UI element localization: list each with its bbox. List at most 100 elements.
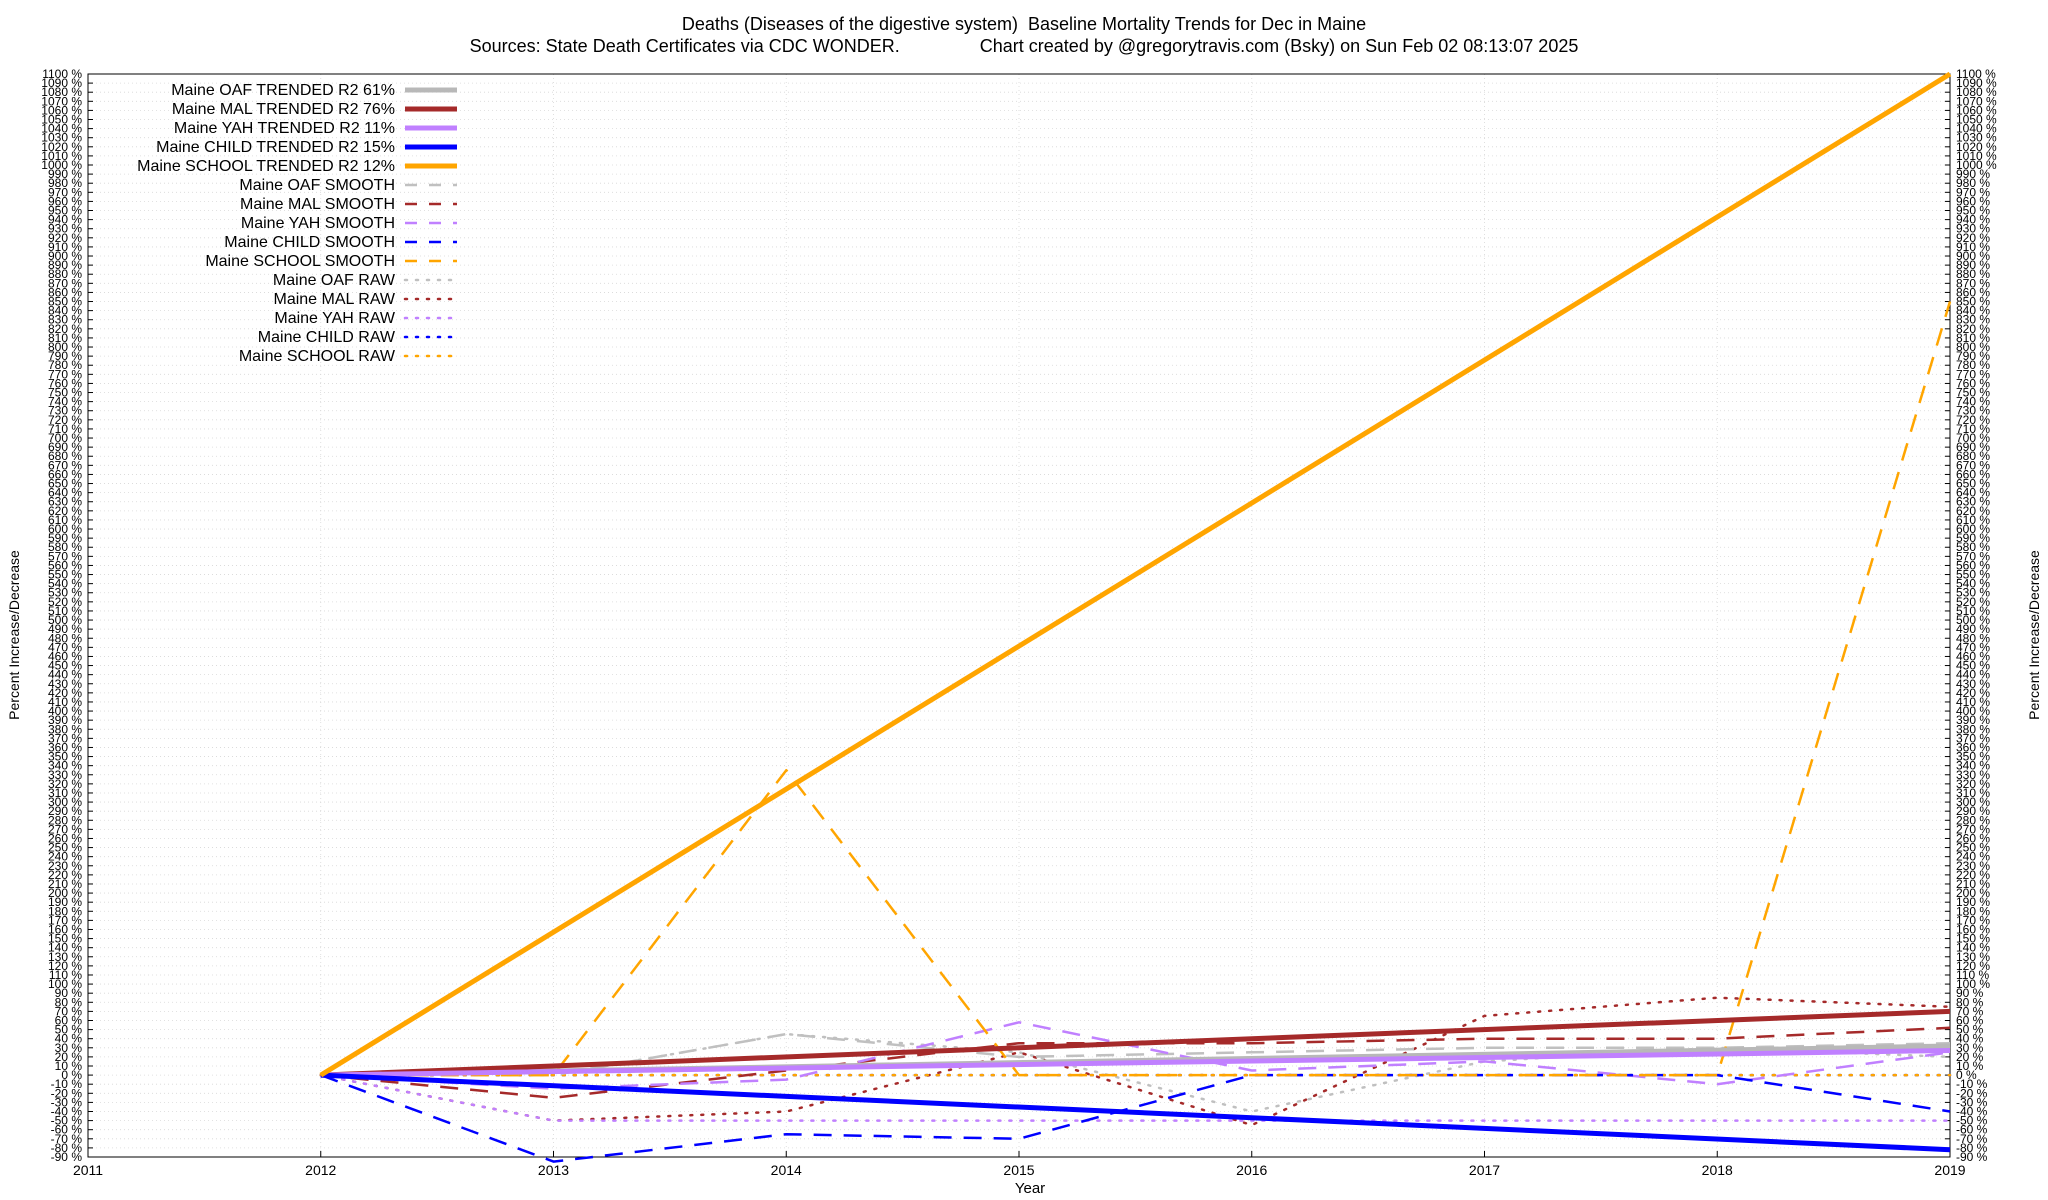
y-tick-label-right: 1090 % [1956,76,1997,90]
y-tick-label-right: 940 % [1956,213,1990,227]
y-tick-label-left: -20 % [51,1086,83,1100]
legend-label: Maine YAH TRENDED R2 11% [174,120,395,137]
y-tick-label-right: 840 % [1956,304,1990,318]
y-tick-label-right: 340 % [1956,759,1990,773]
y-tick-label-right: 700 % [1956,431,1990,445]
y-tick-label-right: 70 % [1956,1004,1984,1018]
y-tick-label-left: 440 % [48,668,82,682]
y-tick-label-left: 850 % [48,295,82,309]
y-tick-label-right: 600 % [1956,522,1990,536]
y-tick-label-left: 430 % [48,677,82,691]
y-tick-label-left: 1010 % [41,149,82,163]
y-tick-label-left: 240 % [48,850,82,864]
y-tick-label-left: 420 % [48,686,82,700]
y-tick-label-left: 90 % [55,986,83,1000]
y-tick-label-right: 310 % [1956,786,1990,800]
y-tick-label-left: 230 % [48,859,82,873]
y-tick-label-right: 720 % [1956,413,1990,427]
y-tick-label-left: 990 % [48,167,82,181]
y-tick-label-right: 1100 % [1956,67,1996,81]
y-tick-label-left: 770 % [48,367,82,381]
y-tick-label-right: 180 % [1956,904,1990,918]
y-tick-label-left: 960 % [48,194,82,208]
y-tick-label-right: 1060 % [1956,103,1997,117]
y-tick-label-right: 260 % [1956,831,1990,845]
y-tick-label-right: 780 % [1956,358,1990,372]
y-tick-label-right: 660 % [1956,467,1990,481]
y-tick-label-left: 290 % [48,804,82,818]
y-tick-label-right: 250 % [1956,841,1990,855]
y-tick-label-left: 570 % [48,549,82,563]
y-tick-label-right: 980 % [1956,176,1990,190]
y-tick-label-right: 930 % [1956,222,1990,236]
y-tick-label-left: 820 % [48,322,82,336]
y-tick-label-right: 440 % [1956,668,1990,682]
y-tick-label-left: 380 % [48,722,82,736]
y-tick-label-left: 810 % [48,331,82,345]
y-tick-label-left: 1040 % [41,122,82,136]
y-tick-label-right: -30 % [1956,1095,1988,1109]
y-tick-label-left: 280 % [48,813,82,827]
y-tick-label-left: -10 % [51,1077,83,1091]
x-tick-label: 2015 [1003,1162,1034,1178]
y-tick-label-right: 480 % [1956,631,1990,645]
y-tick-label-left: 310 % [48,786,82,800]
y-tick-label-right: 160 % [1956,922,1990,936]
y-tick-label-left: 270 % [48,822,82,836]
y-tick-label-left: 670 % [48,458,82,472]
y-tick-label-right: 860 % [1956,285,1990,299]
y-tick-label-right: -90 % [1956,1150,1988,1164]
y-tick-label-left: 150 % [48,932,82,946]
y-tick-label-right: 1070 % [1956,94,1997,108]
y-tick-label-right: 120 % [1956,959,1990,973]
y-tick-label-right: 430 % [1956,677,1990,691]
y-tick-label-right: 1030 % [1956,131,1997,145]
y-tick-label-left: 360 % [48,740,82,754]
series-line-3 [320,1072,1951,1153]
y-tick-label-left: 320 % [48,777,82,791]
y-tick-label-right: 170 % [1956,913,1990,927]
y-tick-label-right: 800 % [1956,340,1990,354]
y-tick-label-right: 90 % [1956,986,1984,1000]
y-tick-label-right: 750 % [1956,386,1990,400]
y-tick-label-right: 100 % [1956,977,1990,991]
y-tick-label-left: 390 % [48,713,82,727]
y-tick-label-left: 20 % [55,1050,83,1064]
y-tick-label-left: 110 % [49,968,82,982]
y-tick-label-left: 780 % [48,358,82,372]
y-tick-label-right: 390 % [1956,713,1990,727]
y-tick-label-right: 550 % [1956,568,1990,582]
y-tick-label-left: 530 % [48,586,82,600]
y-tick-label-right: 470 % [1956,640,1990,654]
y-tick-label-right: 410 % [1956,695,1990,709]
y-tick-label-left: 450 % [48,659,82,673]
y-tick-label-left: 460 % [48,649,82,663]
y-tick-label-left: 370 % [48,731,82,745]
y-tick-label-right: 0 % [1956,1068,1977,1082]
y-axis-label-right: Percent Increase/Decrease [2026,550,2042,720]
y-tick-label-left: 600 % [48,522,82,536]
y-tick-label-right: 1080 % [1956,85,1997,99]
y-tick-label-right: 560 % [1956,558,1990,572]
legend-label: Maine OAF SMOOTH [239,177,395,194]
y-tick-label-right: -20 % [1956,1086,1988,1100]
y-tick-label-right: 630 % [1956,495,1990,509]
y-tick-label-left: -50 % [51,1114,83,1128]
y-tick-label-left: -80 % [51,1141,83,1155]
legend-label: Maine CHILD RAW [258,329,396,346]
y-tick-label-right: 740 % [1956,395,1990,409]
y-tick-label-left: 400 % [48,704,82,718]
y-tick-label-right: 570 % [1956,549,1990,563]
y-tick-label-right: 150 % [1956,932,1990,946]
y-tick-label-left: 1020 % [41,140,82,154]
y-tick-label-right: 300 % [1956,795,1990,809]
y-tick-label-right: 360 % [1956,740,1990,754]
y-tick-label-right: 210 % [1956,877,1990,891]
y-tick-label-left: 840 % [48,304,82,318]
series-line-1 [320,1008,1951,1078]
y-tick-label-left: 260 % [48,831,82,845]
y-tick-label-left: 250 % [48,841,82,855]
y-tick-label-right: 30 % [1956,1041,1984,1055]
y-tick-label-right: 580 % [1956,540,1990,554]
y-tick-label-left: 70 % [55,1004,83,1018]
